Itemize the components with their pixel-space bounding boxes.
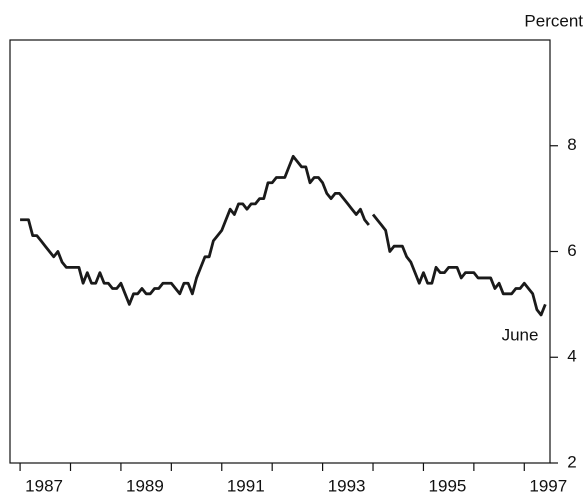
y-tick-label: 8 [567,135,576,154]
y-tick-label: 6 [567,241,576,260]
x-tick-label: 1995 [429,476,467,495]
unit-label: Percent [524,11,583,30]
y-tick-label: 2 [567,452,576,471]
x-tick-label: 1989 [126,476,164,495]
x-tick-label: 1987 [25,476,63,495]
x-tick-label: 1991 [227,476,265,495]
y-tick-label: 4 [567,347,576,366]
data-line [371,213,547,317]
data-line [20,154,370,306]
plot-frame [9,39,551,464]
x-tick-label: 1997 [529,476,567,495]
annotation: June [502,325,539,344]
x-tick-label: 1993 [328,476,366,495]
